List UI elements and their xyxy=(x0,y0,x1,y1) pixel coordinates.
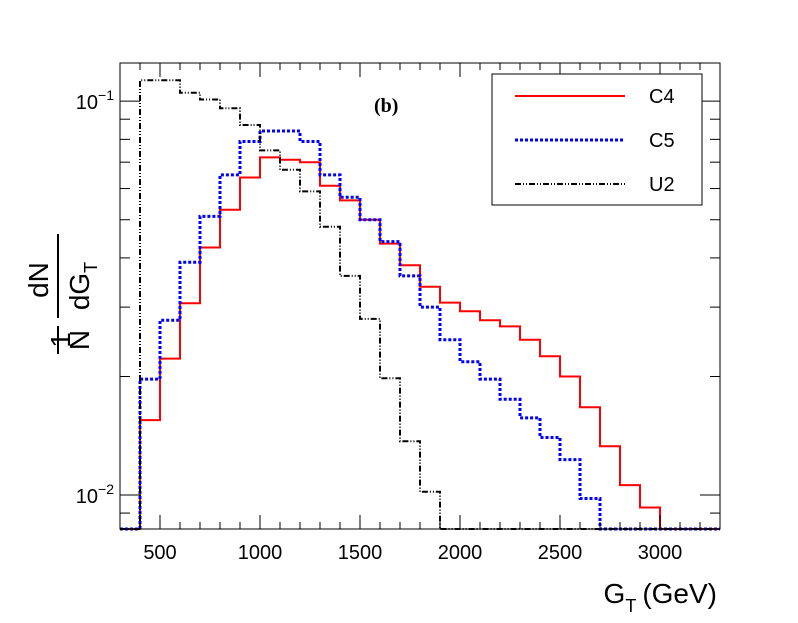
x-axis-title: GT (GeV) xyxy=(604,578,717,616)
legend-label-c5: C5 xyxy=(649,130,675,152)
series-c5-histogram xyxy=(120,129,720,531)
x-axis-title-main: G xyxy=(604,578,626,609)
legend-label-u2: U2 xyxy=(649,174,675,196)
panel-label: (b) xyxy=(374,95,398,117)
x-axis-title-unit: (GeV) xyxy=(642,578,717,609)
y-axis-title-n: N xyxy=(64,330,95,350)
y-tick-label: 10−1 xyxy=(76,87,114,114)
axis-ticks xyxy=(119,63,721,529)
series-c4-histogram xyxy=(120,156,720,530)
y-tick-label: 10−2 xyxy=(76,481,114,508)
y-axis-title: 1 N dN dGT xyxy=(23,234,101,354)
x-axis-title-sub: T xyxy=(625,596,636,616)
x-tick-label: 1500 xyxy=(338,542,383,564)
y-axis-title-dg-main: dG xyxy=(64,273,95,310)
x-tick-label: 3000 xyxy=(638,542,683,564)
y-axis-title-one: 1 xyxy=(45,332,76,348)
y-tick-labels: 10−1 10−2 xyxy=(76,87,114,508)
x-tick-labels: 500 1000 1500 2000 2500 3000 xyxy=(143,542,682,564)
legend: C4 C5 U2 xyxy=(491,73,703,206)
x-tick-label: 2500 xyxy=(538,542,583,564)
x-tick-label: 1000 xyxy=(238,542,283,564)
x-tick-label: 500 xyxy=(143,542,176,564)
y-axis-title-dg-sub: T xyxy=(81,262,101,273)
x-tick-label: 2000 xyxy=(438,542,483,564)
y-axis-title-dn: dN xyxy=(23,262,54,298)
legend-label-c4: C4 xyxy=(649,86,675,108)
y-axis-title-dg: dGT xyxy=(64,262,101,310)
